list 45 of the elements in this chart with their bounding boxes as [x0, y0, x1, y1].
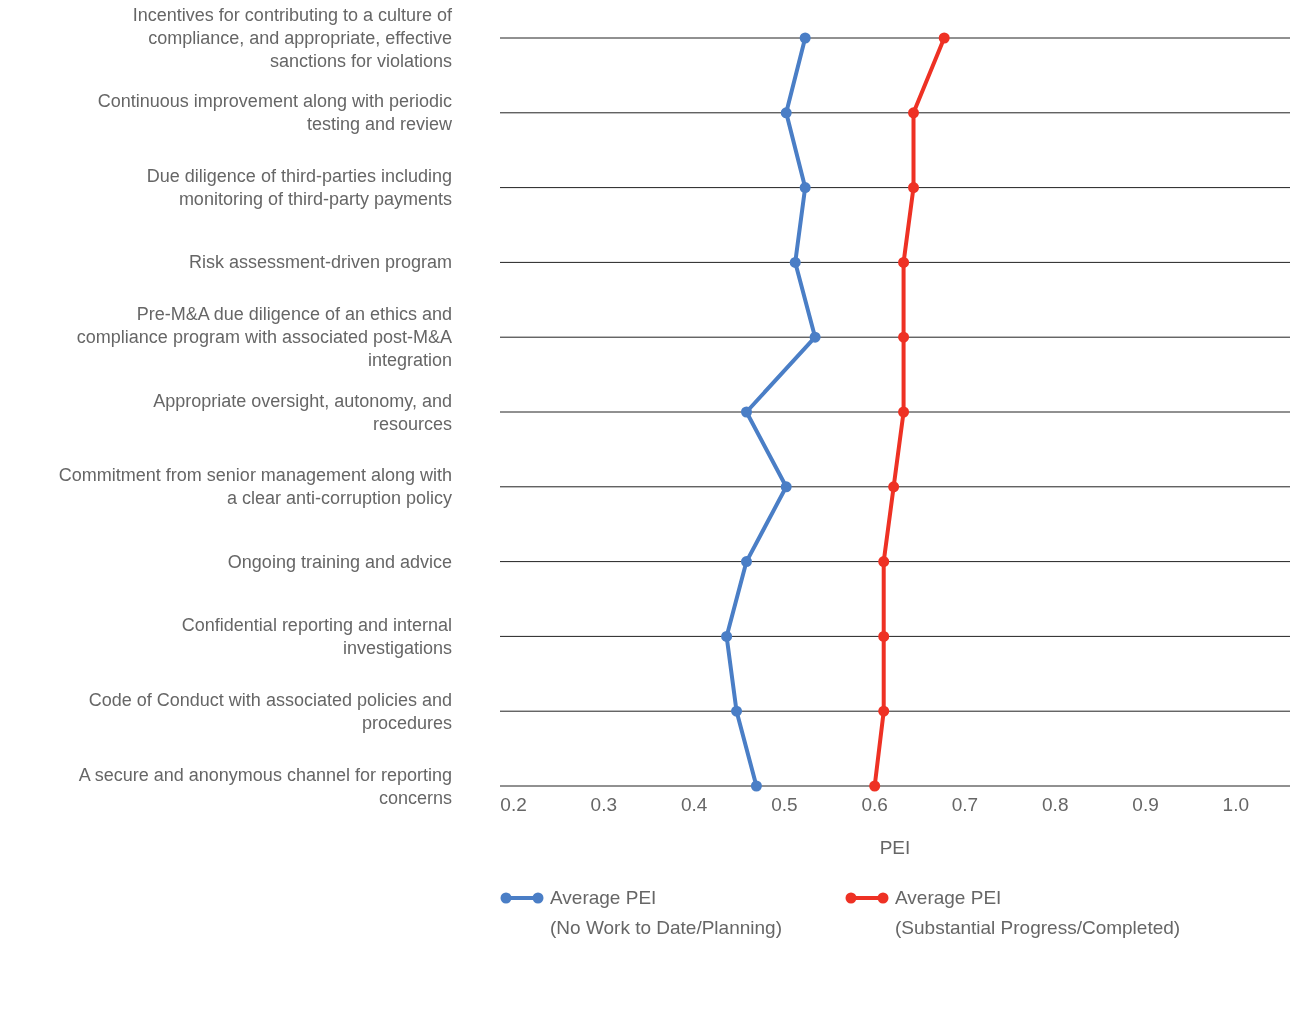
- point: [898, 406, 910, 418]
- x-tick-label: 0.8: [1042, 794, 1069, 816]
- point: [750, 780, 762, 792]
- point: [731, 705, 743, 717]
- x-axis-title: PEI: [879, 837, 911, 858]
- point: [878, 630, 890, 642]
- y-tick-label: Confidential reporting and internal investigations: [181, 614, 452, 658]
- point: [878, 556, 890, 568]
- point: [740, 556, 752, 568]
- x-tick-label: 1.0: [1222, 794, 1250, 816]
- point: [869, 780, 881, 792]
- legend-label: Average PEI (Substantial Progress/Completed): [895, 886, 1181, 940]
- point: [740, 406, 752, 418]
- point: [780, 481, 792, 493]
- point: [799, 182, 811, 194]
- y-tick-label: Incentives for contributing to a culture of compliance, and appropriate, effective sanctions for violations: [132, 5, 453, 71]
- x-tick-label: 0.9: [1132, 794, 1159, 816]
- point: [780, 107, 792, 119]
- x-tick-label: 0.4: [680, 794, 708, 816]
- point: [908, 107, 920, 119]
- y-tick-label: Ongoing training and advice: [227, 551, 452, 572]
- point: [799, 32, 811, 44]
- y-tick-label: Appropriate oversight, autonomy, and resources: [153, 390, 452, 434]
- point: [789, 256, 801, 268]
- x-tick-label: 0.5: [771, 794, 798, 816]
- legend-label: Average PEI (No Work to Date/Planning): [550, 886, 782, 940]
- x-tick-label: 0.2: [500, 794, 527, 816]
- point: [898, 331, 910, 343]
- point: [938, 32, 950, 44]
- point: [888, 481, 900, 493]
- y-tick-label: Commitment from senior management along with a clear anti-corruption policy: [58, 465, 452, 509]
- x-tick-label: 0.7: [951, 794, 979, 816]
- y-tick-label: Pre-M&A due diligence of an ethics and compliance program with associated post-M&A integration: [76, 304, 452, 371]
- y-tick-label: Code of Conduct with associated policies and procedures: [88, 689, 452, 733]
- point: [809, 331, 821, 343]
- x-tick-label: 0.3: [590, 794, 618, 816]
- point: [908, 182, 920, 194]
- y-tick-label: Continuous improvement along with periodic testing and review: [97, 91, 453, 135]
- point: [721, 630, 733, 642]
- point: [878, 705, 890, 717]
- y-tick-label: A secure and anonymous channel for reporting concerns: [78, 764, 452, 808]
- y-tick-label: Risk assessment-driven program: [188, 252, 452, 273]
- y-tick-label: Due diligence of third-parties including monitoring of third-party payments: [146, 166, 452, 210]
- point: [898, 256, 910, 268]
- x-tick-label: 0.6: [861, 794, 888, 816]
